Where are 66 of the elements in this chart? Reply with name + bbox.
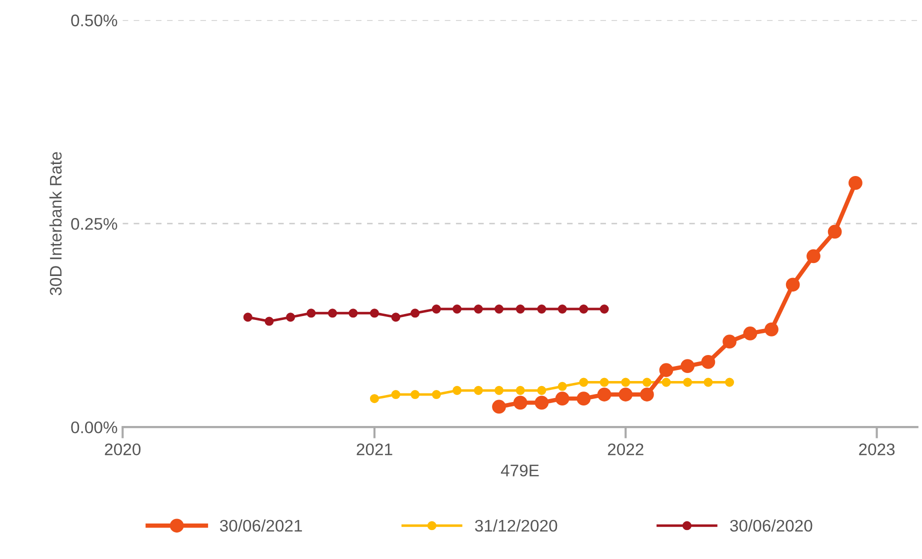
point	[492, 400, 506, 414]
point	[828, 224, 842, 239]
point	[286, 312, 296, 322]
point	[432, 304, 441, 314]
point	[494, 386, 504, 395]
point	[722, 334, 736, 349]
point	[452, 304, 462, 314]
point	[640, 388, 654, 402]
point	[806, 249, 820, 264]
point	[537, 304, 546, 314]
point	[621, 378, 630, 387]
point	[474, 386, 483, 395]
point	[618, 388, 633, 402]
y-tick-label: 0.00%	[71, 421, 118, 434]
x-tick-label: 2022	[608, 443, 644, 456]
point	[786, 278, 800, 292]
point	[642, 378, 652, 387]
point	[370, 394, 379, 404]
point	[764, 322, 778, 336]
point	[848, 176, 862, 190]
x-tick-label: 2023	[859, 443, 895, 456]
y-axis-title: 30D Interbank Rate	[49, 152, 62, 296]
point	[264, 316, 274, 326]
point	[474, 304, 483, 314]
point	[513, 396, 528, 410]
legend-label: 30/06/2020	[730, 519, 812, 532]
point	[432, 390, 441, 400]
point	[391, 390, 400, 400]
point	[558, 382, 567, 391]
point	[370, 308, 379, 318]
point	[328, 308, 338, 318]
point	[701, 355, 716, 369]
x-axis-title: 479E	[500, 464, 539, 476]
legend-label: 31/12/2020	[475, 519, 558, 532]
point	[537, 386, 546, 395]
point	[680, 359, 695, 373]
point	[555, 392, 570, 406]
point	[576, 392, 591, 406]
point	[348, 308, 358, 318]
point	[410, 390, 420, 400]
point	[410, 308, 420, 318]
point	[534, 396, 549, 410]
point	[683, 378, 692, 387]
point	[494, 304, 504, 314]
x-tick-label: 2021	[356, 443, 392, 456]
point	[558, 304, 567, 314]
point	[243, 312, 252, 322]
y-tick-label: 0.25%	[71, 218, 118, 230]
point	[600, 378, 609, 387]
point	[516, 304, 525, 314]
point	[579, 378, 588, 387]
point	[391, 312, 400, 322]
legend-label: 30/06/2021	[220, 519, 302, 532]
point	[704, 378, 713, 387]
point	[516, 386, 525, 395]
point	[743, 326, 758, 340]
point	[662, 378, 671, 387]
point	[452, 386, 462, 395]
point	[600, 304, 609, 314]
point	[306, 308, 316, 318]
x-tick-label: 2020	[104, 443, 141, 456]
y-tick-label: 0.50%	[71, 14, 118, 26]
point	[597, 388, 612, 402]
point	[659, 363, 674, 378]
point	[725, 378, 734, 387]
point	[579, 304, 588, 314]
